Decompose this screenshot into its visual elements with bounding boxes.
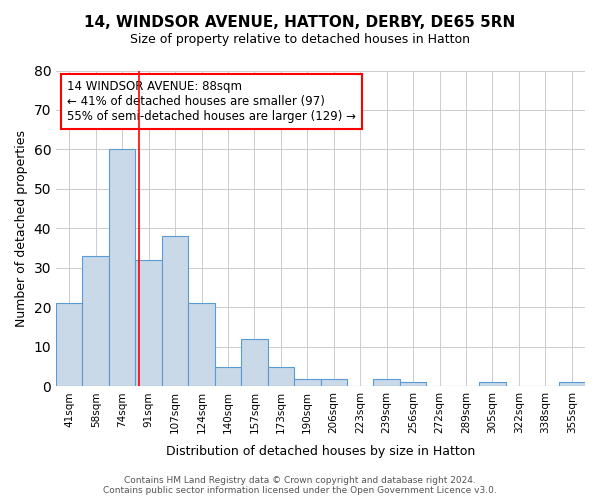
Text: Contains HM Land Registry data © Crown copyright and database right 2024.
Contai: Contains HM Land Registry data © Crown c…	[103, 476, 497, 495]
Bar	[479, 382, 506, 386]
Bar	[268, 366, 294, 386]
Bar	[136, 260, 162, 386]
Y-axis label: Number of detached properties: Number of detached properties	[15, 130, 28, 327]
Bar	[82, 256, 109, 386]
Bar	[294, 378, 320, 386]
Bar	[320, 378, 347, 386]
Bar	[188, 304, 215, 386]
Text: Size of property relative to detached houses in Hatton: Size of property relative to detached ho…	[130, 32, 470, 46]
Bar	[162, 236, 188, 386]
Bar	[109, 150, 136, 386]
Bar	[241, 339, 268, 386]
Text: 14 WINDSOR AVENUE: 88sqm
← 41% of detached houses are smaller (97)
55% of semi-d: 14 WINDSOR AVENUE: 88sqm ← 41% of detach…	[67, 80, 356, 123]
Bar	[559, 382, 585, 386]
X-axis label: Distribution of detached houses by size in Hatton: Distribution of detached houses by size …	[166, 444, 475, 458]
Bar	[400, 382, 427, 386]
Bar	[56, 304, 82, 386]
Bar	[373, 378, 400, 386]
Text: 14, WINDSOR AVENUE, HATTON, DERBY, DE65 5RN: 14, WINDSOR AVENUE, HATTON, DERBY, DE65 …	[85, 15, 515, 30]
Bar	[215, 366, 241, 386]
